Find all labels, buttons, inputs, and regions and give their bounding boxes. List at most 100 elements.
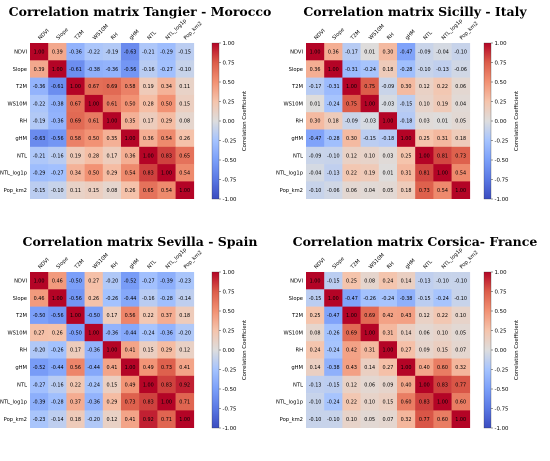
heatmap-cell <box>30 358 49 377</box>
heatmap-cell <box>342 306 361 325</box>
cell-value-label: -0.28 <box>51 400 64 406</box>
heatmap-cell <box>30 112 49 130</box>
heatmap-cell <box>324 164 343 182</box>
colorbar <box>483 271 492 429</box>
cell-value-label: 0.42 <box>346 348 357 354</box>
heatmap-panel-1: Correlation matrix Tangier - Morocco 1.00… <box>0 4 271 203</box>
heatmap-cell <box>397 272 416 290</box>
cell-value-label: 1.00 <box>455 188 466 194</box>
cell-value-label: 0.32 <box>455 365 466 371</box>
heatmap-cell <box>48 181 67 199</box>
cell-value-label: 0.09 <box>382 382 393 388</box>
cell-value-label: 0.07 <box>382 417 393 423</box>
x-tick-label: NTL <box>146 30 157 41</box>
heatmap-cell <box>66 164 85 182</box>
y-tick-label: NTL <box>17 153 27 159</box>
heatmap-cell <box>378 306 398 325</box>
heatmap-cell <box>157 129 176 148</box>
cell-value-label: -0.17 <box>345 49 358 55</box>
cell-value-label: 0.31 <box>364 348 375 354</box>
heatmap-cell <box>378 164 398 182</box>
cell-value-label: -0.14 <box>178 296 191 302</box>
heatmap-cell <box>324 94 343 113</box>
heatmap-cell <box>48 94 67 113</box>
heatmap-cell <box>433 358 452 377</box>
cell-value-label: 0.14 <box>401 330 412 336</box>
heatmap-cell <box>360 146 380 165</box>
cell-value-label: -0.10 <box>309 417 322 423</box>
heatmap-cell <box>451 112 471 130</box>
cell-value-label: 0.29 <box>106 400 117 406</box>
cell-value-label: 0.50 <box>88 171 99 177</box>
cell-value-label: -0.44 <box>124 296 137 302</box>
cell-value-label: 0.29 <box>161 119 172 125</box>
heatmap-cell <box>30 272 49 290</box>
heatmap-cell <box>66 375 85 394</box>
cell-value-label: -0.36 <box>87 348 100 354</box>
heatmap-cell <box>121 393 140 411</box>
cell-value-label: -0.52 <box>124 278 137 284</box>
cell-value-label: 0.04 <box>455 101 466 107</box>
heatmap-cell <box>324 323 343 342</box>
cell-value-label: 0.36 <box>328 49 339 55</box>
heatmap-panel-3: Correlation matrix Sevilla - Spain 1.00 0.… <box>0 234 257 432</box>
y-tick-label: T2M <box>291 313 303 319</box>
cell-value-label: 0.26 <box>179 136 190 142</box>
colorbar-tick-label: -0.25 <box>223 367 237 373</box>
cell-value-label: -0.16 <box>51 382 64 388</box>
heatmap-cell <box>433 341 452 359</box>
heatmap-cell <box>415 43 434 61</box>
heatmap-cell <box>306 358 325 377</box>
heatmap-cell <box>157 43 176 61</box>
cell-value-label: -0.16 <box>142 296 155 302</box>
cell-value-label: -0.44 <box>124 330 137 336</box>
heatmap-cell <box>30 164 49 182</box>
heatmap-cell <box>175 410 195 428</box>
cell-value-label: 0.19 <box>364 171 375 177</box>
heatmap-cell <box>306 43 325 61</box>
x-tick-label: RH <box>386 261 396 271</box>
cell-value-label: 0.10 <box>346 417 357 423</box>
cell-value-label: 0.25 <box>310 313 321 319</box>
heatmap-cell <box>433 164 452 182</box>
cell-value-label: 0.24 <box>382 278 393 284</box>
cell-value-label: 1.00 <box>455 417 466 423</box>
cell-value-label: 0.27 <box>382 365 393 371</box>
cell-value-label: -0.18 <box>382 136 395 142</box>
cell-value-label: -0.50 <box>69 330 82 336</box>
heatmap-cell <box>324 146 343 165</box>
heatmap-cell <box>433 410 452 428</box>
cell-value-label: -0.03 <box>363 119 376 125</box>
cell-value-label: 0.09 <box>419 348 430 354</box>
cell-value-label: 0.18 <box>401 188 412 194</box>
heatmap-panel-4: Correlation matrix Corsica- France 1.00 -0… <box>276 234 537 432</box>
colorbar-tick-label: 1.00 <box>495 41 508 47</box>
cell-value-label: 0.34 <box>70 171 81 177</box>
cell-value-label: -0.10 <box>309 400 322 406</box>
heatmap-cell <box>84 272 104 290</box>
heatmap-cell <box>102 358 122 377</box>
colorbar <box>211 271 220 429</box>
cell-value-label: -0.28 <box>400 67 413 73</box>
heatmap-cell <box>451 341 471 359</box>
y-tick-label: Slope <box>289 296 303 302</box>
cell-value-label: 0.03 <box>382 153 393 159</box>
y-tick-label: RH <box>19 348 27 354</box>
heatmap-cell <box>139 77 158 96</box>
heatmap-cell <box>66 341 85 359</box>
heatmap-cell <box>66 60 85 78</box>
heatmap-cell <box>378 77 398 96</box>
heatmap-cell <box>66 393 85 411</box>
cell-value-label: 1.00 <box>401 136 412 142</box>
heatmap-cell <box>378 146 398 165</box>
heatmap-cell <box>102 289 122 307</box>
heatmap-cell <box>324 129 343 148</box>
cell-value-label: 1.00 <box>419 153 430 159</box>
cell-value-label: -0.52 <box>33 365 46 371</box>
cell-value-label: 0.37 <box>70 400 81 406</box>
heatmap-cell <box>360 393 380 411</box>
cell-value-label: 1.00 <box>382 119 393 125</box>
colorbar-tick-label: 0.75 <box>223 60 235 66</box>
x-tick-label: RH <box>110 32 120 42</box>
heatmap-cell <box>360 60 380 78</box>
